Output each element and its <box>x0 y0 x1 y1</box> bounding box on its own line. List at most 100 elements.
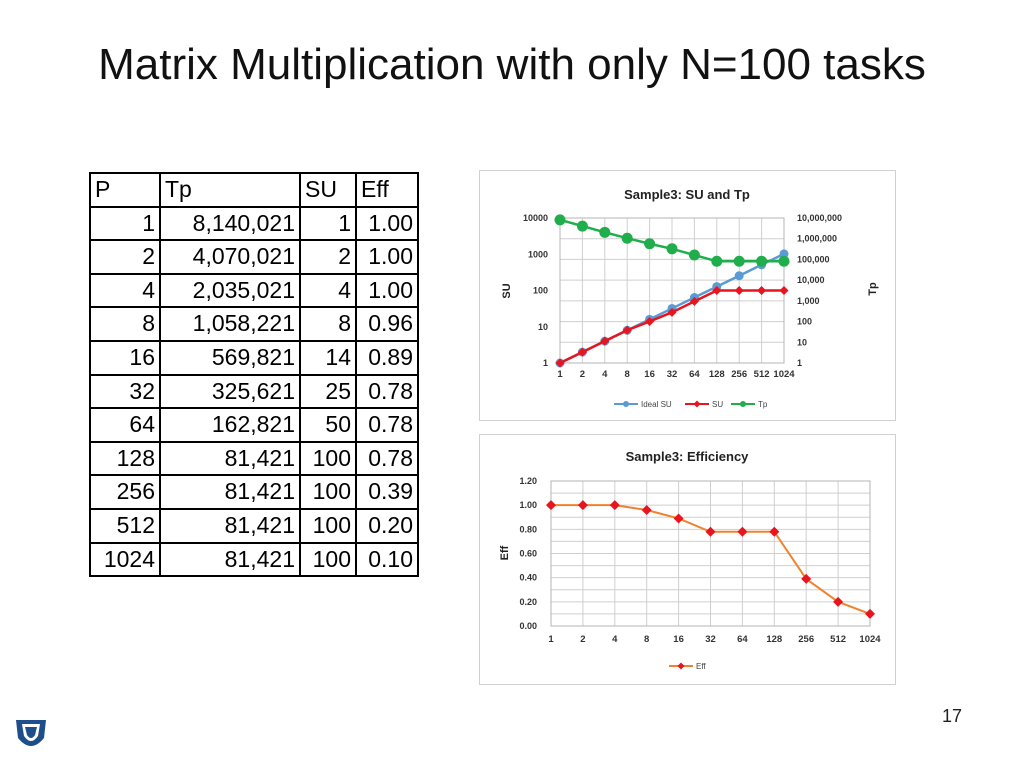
cell-p: 8 <box>89 306 161 342</box>
cell-p: 32 <box>89 373 161 410</box>
data-point <box>733 255 745 267</box>
table-row: 32 325,621 25 0.78 <box>89 373 419 410</box>
data-point <box>546 500 556 511</box>
plot-area <box>550 480 871 627</box>
cell-p: 128 <box>89 440 161 477</box>
data-point <box>778 255 790 267</box>
y-tick-label: 1000 <box>528 249 548 259</box>
table-row: 2 4,070,021 2 1.00 <box>89 239 419 275</box>
y2-tick-label: 10 <box>797 337 807 347</box>
data-point <box>666 243 678 255</box>
y2-tick-label: 1,000,000 <box>797 234 837 244</box>
legend-label: Tp <box>758 400 768 409</box>
cell-eff: 1.00 <box>355 272 419 309</box>
cell-su: 25 <box>299 373 357 410</box>
legend-marker <box>623 401 629 407</box>
cell-tp: 81,421 <box>159 507 301 544</box>
x-tick-label: 256 <box>731 369 747 380</box>
data-point <box>734 271 744 281</box>
x-tick-label: 32 <box>705 634 716 645</box>
table-row: 4 2,035,021 4 1.00 <box>89 272 419 309</box>
data-point <box>712 286 722 295</box>
data-point <box>734 286 744 295</box>
x-tick-label: 1 <box>548 634 554 645</box>
data-point <box>801 573 812 584</box>
data-point <box>554 214 566 226</box>
data-point <box>711 255 723 267</box>
x-tick-label: 128 <box>766 634 782 645</box>
data-point <box>644 238 656 250</box>
x-tick-label: 2 <box>580 369 585 380</box>
su-tp-chart: Sample3: SU and Tp 1 10 100 1000 10000 1 10 100 1… <box>479 170 896 421</box>
x-tick-label: 64 <box>737 634 748 645</box>
cell-p: 256 <box>89 474 161 510</box>
cell-eff: 1.00 <box>355 205 419 242</box>
y-axis-title: Eff <box>499 545 511 560</box>
table-row: 256 81,421 100 0.39 <box>89 474 419 510</box>
cell-tp: 2,035,021 <box>159 272 301 309</box>
data-point <box>833 596 844 607</box>
y-tick-label: 1 <box>543 358 548 368</box>
data-point <box>705 526 716 537</box>
y-tick-label: 10000 <box>523 213 548 223</box>
y2-tick-label: 100 <box>797 317 812 327</box>
x-tick-label: 256 <box>798 634 814 645</box>
cell-su: 2 <box>299 239 357 275</box>
table-row: 16 569,821 14 0.89 <box>89 339 419 376</box>
efficiency-chart: Sample3: Efficiency 0.00 0.20 0.40 0.60 0.80 1… <box>479 434 896 685</box>
cell-tp: 8,140,021 <box>159 205 301 242</box>
data-point <box>757 286 767 295</box>
cell-tp: 569,821 <box>159 339 301 376</box>
cell-tp: 4,070,021 <box>159 239 301 275</box>
x-tick-label: 512 <box>830 634 846 645</box>
su-tp-chart-svg: Sample3: SU and Tp 1 10 100 1000 10000 1 10 100 1… <box>501 187 879 409</box>
y-axis-title: SU <box>501 283 513 298</box>
y-tick-label: 1.20 <box>519 476 537 486</box>
header-su: SU <box>299 172 357 208</box>
data-point <box>600 336 610 346</box>
data-point <box>622 325 632 335</box>
cell-tp: 1,058,221 <box>159 306 301 342</box>
x-tick-label: 16 <box>673 634 684 645</box>
page-number: 17 <box>941 706 962 726</box>
data-point <box>688 249 700 261</box>
table-row: 1024 81,421 100 0.10 <box>89 541 419 578</box>
y-tick-label: 0.00 <box>519 621 537 631</box>
cell-p: 16 <box>89 339 161 376</box>
y2-axis-title: Tp <box>867 282 879 296</box>
data-point <box>667 307 677 317</box>
cell-eff: 0.10 <box>355 541 419 578</box>
cell-su: 8 <box>299 306 357 342</box>
cell-eff: 0.89 <box>355 339 419 376</box>
legend-label: Ideal SU <box>641 400 672 409</box>
cell-eff: 1.00 <box>355 239 419 275</box>
y2-tick-label: 10,000 <box>797 275 825 285</box>
table-row: 8 1,058,221 8 0.96 <box>89 306 419 342</box>
data-point <box>555 358 565 368</box>
x-tick-label: 16 <box>644 369 655 380</box>
cell-su: 1 <box>299 205 357 242</box>
x-tick-label: 2 <box>580 634 585 645</box>
results-table: P Tp SU Eff 1 8,140,021 1 1.00 2 4,070,021 2 1.… <box>89 172 419 578</box>
y2-tick-label: 10,000,000 <box>797 213 842 223</box>
technion-logo-icon <box>16 720 46 746</box>
legend-marker <box>740 401 746 407</box>
cell-su: 4 <box>299 272 357 309</box>
y-tick-label: 10 <box>538 322 548 332</box>
x-tick-label: 8 <box>644 634 649 645</box>
cell-p: 4 <box>89 272 161 309</box>
header-tp: Tp <box>159 172 301 208</box>
cell-su: 100 <box>299 474 357 510</box>
y2-tick-label: 1 <box>797 358 802 368</box>
x-tick-label: 128 <box>709 369 725 380</box>
y2-tick-label: 100,000 <box>797 254 830 264</box>
data-point <box>609 500 620 511</box>
y-tick-label: 1.00 <box>519 500 537 510</box>
x-tick-label: 4 <box>612 634 618 645</box>
legend-marker <box>693 400 701 408</box>
slide-title: Matrix Multiplication with only N=100 ta… <box>98 40 926 89</box>
cell-su: 100 <box>299 507 357 544</box>
cell-p: 1 <box>89 205 161 242</box>
legend-marker <box>677 662 685 670</box>
table-row: 1 8,140,021 1 1.00 <box>89 205 419 242</box>
